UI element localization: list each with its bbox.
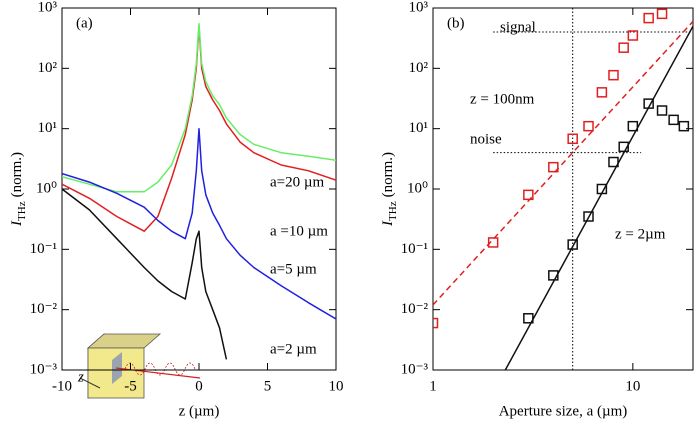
y-tick-label: 10¹	[409, 120, 429, 136]
panel-label: (a)	[76, 15, 93, 31]
series-label: z = 100nm	[470, 91, 535, 107]
marker	[656, 105, 668, 116]
y-tick-label: 10⁰	[36, 180, 57, 196]
panel-label: (b)	[447, 15, 465, 31]
marker	[643, 12, 654, 24]
marker	[433, 317, 439, 329]
y-tick-label: 10⁻²	[401, 301, 429, 317]
plot-area	[433, 8, 693, 370]
x-tick-label: 5	[264, 378, 272, 394]
inset-illustration	[79, 333, 201, 399]
marker	[627, 30, 639, 41]
series-label: a =10 µm	[270, 223, 328, 239]
reference-label: signal	[500, 19, 536, 35]
marker	[608, 69, 619, 81]
series-label: a=5 µm	[270, 261, 317, 277]
y-label-subscript: THz	[16, 201, 28, 221]
plot-frame	[432, 7, 694, 371]
y-tick-label: 10⁰	[407, 180, 428, 196]
marker	[608, 156, 619, 168]
y-label-symbol: I	[380, 220, 396, 227]
x-tick-label: -5	[124, 378, 137, 394]
marker	[656, 8, 668, 20]
x-tick-label: 10	[329, 378, 344, 394]
y-label-text: (norm.)	[9, 152, 25, 197]
marker	[567, 239, 578, 250]
y-axis-label: ITHz (norm.)	[380, 152, 398, 227]
x-tick-label: 0	[195, 378, 203, 394]
x-tick-label: -10	[52, 378, 72, 394]
line	[504, 25, 693, 370]
marker	[583, 120, 594, 132]
line	[62, 22, 336, 193]
series-label: z = 2µm	[615, 226, 666, 242]
marker	[627, 120, 639, 132]
reference-label: noise	[470, 131, 502, 147]
y-tick-label: 10²	[38, 60, 58, 76]
y-label-subscript: THz	[387, 201, 399, 221]
marker	[548, 161, 559, 173]
y-tick-label: 10²	[409, 60, 429, 76]
y-tick-label: 10⁻²	[30, 301, 58, 317]
y-tick-label: 10¹	[38, 120, 58, 136]
y-label-text: (norm.)	[380, 152, 396, 197]
y-tick-label: 10³	[409, 0, 429, 15]
marker	[668, 114, 679, 126]
line	[433, 20, 693, 306]
series-label: a=20 µm	[270, 174, 325, 190]
marker	[487, 237, 499, 248]
line	[62, 188, 228, 360]
y-tick-label: 10⁻¹	[401, 241, 428, 257]
marker	[678, 120, 690, 132]
marker	[618, 141, 629, 153]
y-tick-label: 10⁻³	[401, 361, 429, 377]
marker	[618, 42, 629, 53]
x-axis-label: z (µm)	[179, 403, 220, 419]
y-tick-label: 10⁻¹	[30, 241, 57, 257]
series-label: a=2 µm	[270, 341, 317, 357]
marker	[523, 189, 534, 201]
y-tick-label: 10³	[38, 0, 58, 15]
line	[62, 127, 336, 320]
y-tick-label: 10⁻³	[30, 361, 58, 377]
marker	[548, 270, 559, 281]
y-axis-label: ITHz (norm.)	[9, 152, 27, 227]
x-tick-label: 1	[429, 378, 437, 394]
inset-label: z	[77, 369, 84, 385]
marker	[596, 87, 608, 98]
x-axis-label: Aperture size, a (µm)	[499, 403, 628, 419]
marker	[583, 211, 594, 222]
x-tick-label: 10	[625, 378, 640, 394]
y-label-symbol: I	[9, 220, 25, 227]
marker	[567, 133, 578, 145]
plot-area	[62, 22, 336, 360]
